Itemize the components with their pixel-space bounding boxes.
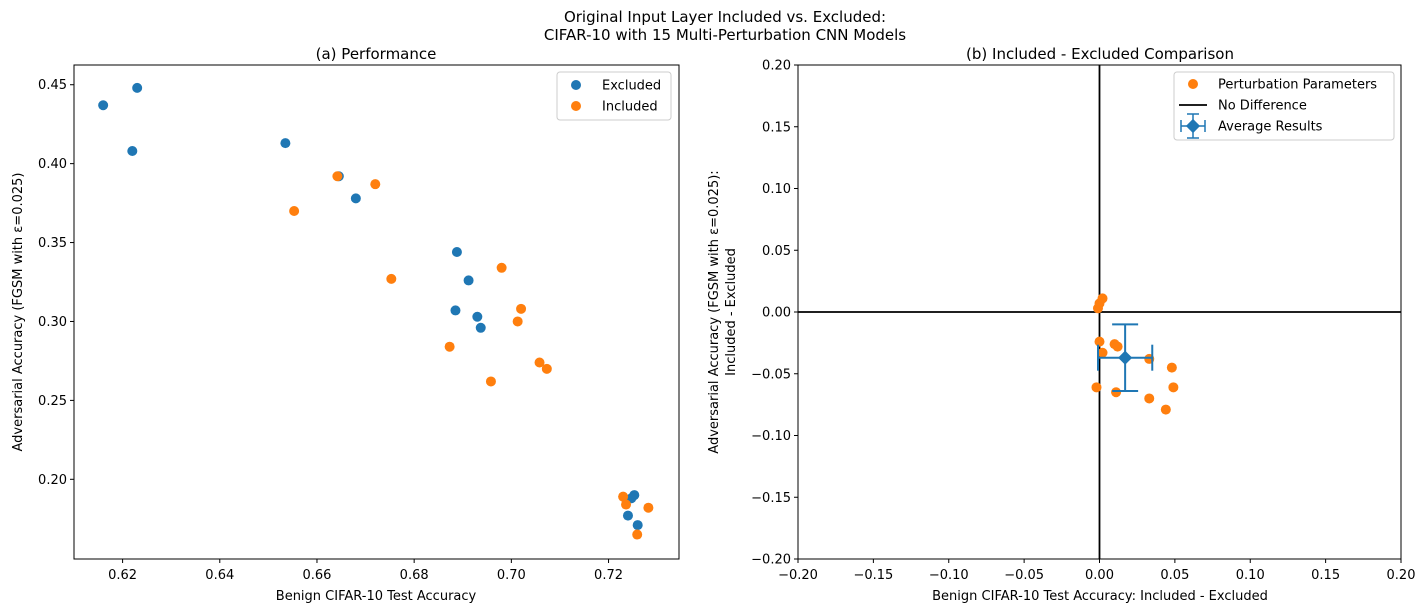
point-included (621, 499, 632, 510)
panel-a-y-axis-label: Adversarial Accuracy (FGSM with ε=0.025) (11, 173, 26, 452)
point-included (512, 316, 523, 327)
point-excluded (450, 305, 461, 316)
panel-b-x-tick-label: 0.20 (1387, 568, 1416, 583)
legend-marker-included (571, 101, 581, 111)
point-included (289, 205, 300, 216)
point-included (496, 262, 507, 273)
point-excluded (472, 311, 483, 322)
point-excluded (280, 138, 291, 149)
panel-b-x-tick-label: −0.20 (778, 568, 818, 583)
panel-a-legend: Excluded Included (556, 71, 672, 121)
point-included (534, 357, 545, 368)
point-perturbation-parameters (1144, 393, 1155, 404)
point-included (370, 179, 381, 190)
point-excluded (463, 275, 474, 286)
panel-b-x-tick-label: 0.00 (1085, 568, 1114, 583)
panel-b-x-tick-label: 0.15 (1311, 568, 1340, 583)
legend-label-average-results: Average Results (1218, 120, 1323, 135)
point-included (632, 529, 643, 540)
point-excluded (127, 146, 138, 157)
panel-b-legend-box (1173, 71, 1395, 141)
panel-b-y-tick-label: 0.00 (762, 306, 791, 321)
panel-b-y-tick-label: −0.15 (751, 491, 791, 506)
panel-a-y-tick-label: 0.30 (38, 315, 67, 330)
panel-a-y-tick-label: 0.25 (38, 394, 67, 409)
point-included (332, 171, 343, 182)
point-perturbation-parameters (1091, 382, 1102, 393)
point-excluded (98, 100, 109, 111)
panel-a-y-tick-label: 0.40 (38, 157, 67, 172)
panel-b-x-axis-label: Benign CIFAR-10 Test Accuracy: Included … (932, 589, 1268, 604)
panel-a-x-tick-label: 0.70 (497, 568, 526, 583)
panel-a-x-tick-label: 0.62 (108, 568, 137, 583)
panel-b-y-tick-label: 0.15 (762, 120, 791, 135)
panel-b-x-tick-label: −0.10 (929, 568, 969, 583)
panel-b-title: (b) Included - Excluded Comparison (966, 45, 1234, 63)
point-perturbation-parameters (1166, 362, 1177, 373)
panel-a-legend-box (556, 71, 672, 121)
point-included (485, 376, 496, 387)
panel-b-legend: Perturbation Parameters No Difference Av… (1173, 71, 1395, 141)
figure-suptitle-line2: CIFAR-10 with 15 Multi-Perturbation CNN … (544, 26, 906, 44)
point-perturbation-parameters (1094, 336, 1105, 347)
point-excluded (632, 520, 643, 531)
point-excluded (451, 247, 462, 258)
panel-a-y-tick-label: 0.45 (38, 78, 67, 93)
point-included (516, 303, 527, 314)
point-included (643, 502, 654, 513)
legend-marker-excluded (571, 80, 581, 90)
legend-label-excluded: Excluded (602, 79, 661, 94)
panel-a-x-tick-label: 0.64 (205, 568, 234, 583)
panel-a-performance: (a) Performance 0.62 0.64 0.66 0.68 0.70 0.72… (11, 45, 680, 604)
point-perturbation-parameters (1168, 382, 1179, 393)
panel-b-x-tick-label: −0.15 (853, 568, 893, 583)
panel-b-x-tick-label: −0.05 (1004, 568, 1044, 583)
panel-a-x-axis-label: Benign CIFAR-10 Test Accuracy (276, 589, 477, 604)
panel-a-y-tick-label: 0.20 (38, 473, 67, 488)
panel-b-y-axis-label-line2: Included - Excluded (724, 248, 739, 376)
panel-b-x-tick-label: 0.10 (1236, 568, 1265, 583)
panel-b-y-axis-label-line1: Adversarial Accuracy (FGSM with ε=0.025)… (707, 170, 722, 453)
panel-b-y-tick-label: 0.05 (762, 244, 791, 259)
panel-a-x-tick-label: 0.72 (594, 568, 623, 583)
point-included (386, 273, 397, 284)
panel-b-y-tick-label: 0.10 (762, 182, 791, 197)
point-excluded (132, 82, 143, 93)
panel-b-x-tick-label: 0.05 (1160, 568, 1189, 583)
panel-a-x-tick-label: 0.68 (400, 568, 429, 583)
legend-label-no-difference: No Difference (1218, 99, 1307, 114)
panel-b-y-tick-label: −0.05 (751, 367, 791, 382)
panel-b-y-tick-label: −0.20 (751, 553, 791, 568)
point-included (444, 341, 455, 352)
panel-a-title: (a) Performance (316, 45, 437, 63)
legend-label-included: Included (602, 100, 658, 115)
panel-a-plot-frame (73, 64, 680, 560)
point-perturbation-parameters (1111, 387, 1122, 398)
point-excluded (475, 322, 486, 333)
panel-b-comparison: (b) Included - Excluded Comparison −0.20… (707, 45, 1415, 604)
panel-b-y-tick-label: 0.20 (762, 59, 791, 74)
point-perturbation-parameters (1097, 293, 1108, 304)
point-perturbation-parameters (1160, 404, 1171, 415)
point-perturbation-parameters (1097, 347, 1108, 358)
panel-a-y-tick-label: 0.35 (38, 236, 67, 251)
point-included (541, 363, 552, 374)
panel-b-y-tick-label: −0.10 (751, 429, 791, 444)
legend-label-perturbation-parameters: Perturbation Parameters (1218, 78, 1377, 93)
average-results-marker (1118, 350, 1133, 365)
point-excluded (622, 510, 633, 521)
legend-marker-perturbation-parameters (1188, 79, 1198, 89)
point-perturbation-parameters (1112, 341, 1123, 352)
panel-a-x-tick-label: 0.66 (302, 568, 331, 583)
figure-suptitle-line1: Original Input Layer Included vs. Exclud… (564, 8, 886, 26)
legend-marker-average-results (1180, 113, 1206, 139)
point-included (618, 491, 629, 502)
point-excluded (350, 193, 361, 204)
